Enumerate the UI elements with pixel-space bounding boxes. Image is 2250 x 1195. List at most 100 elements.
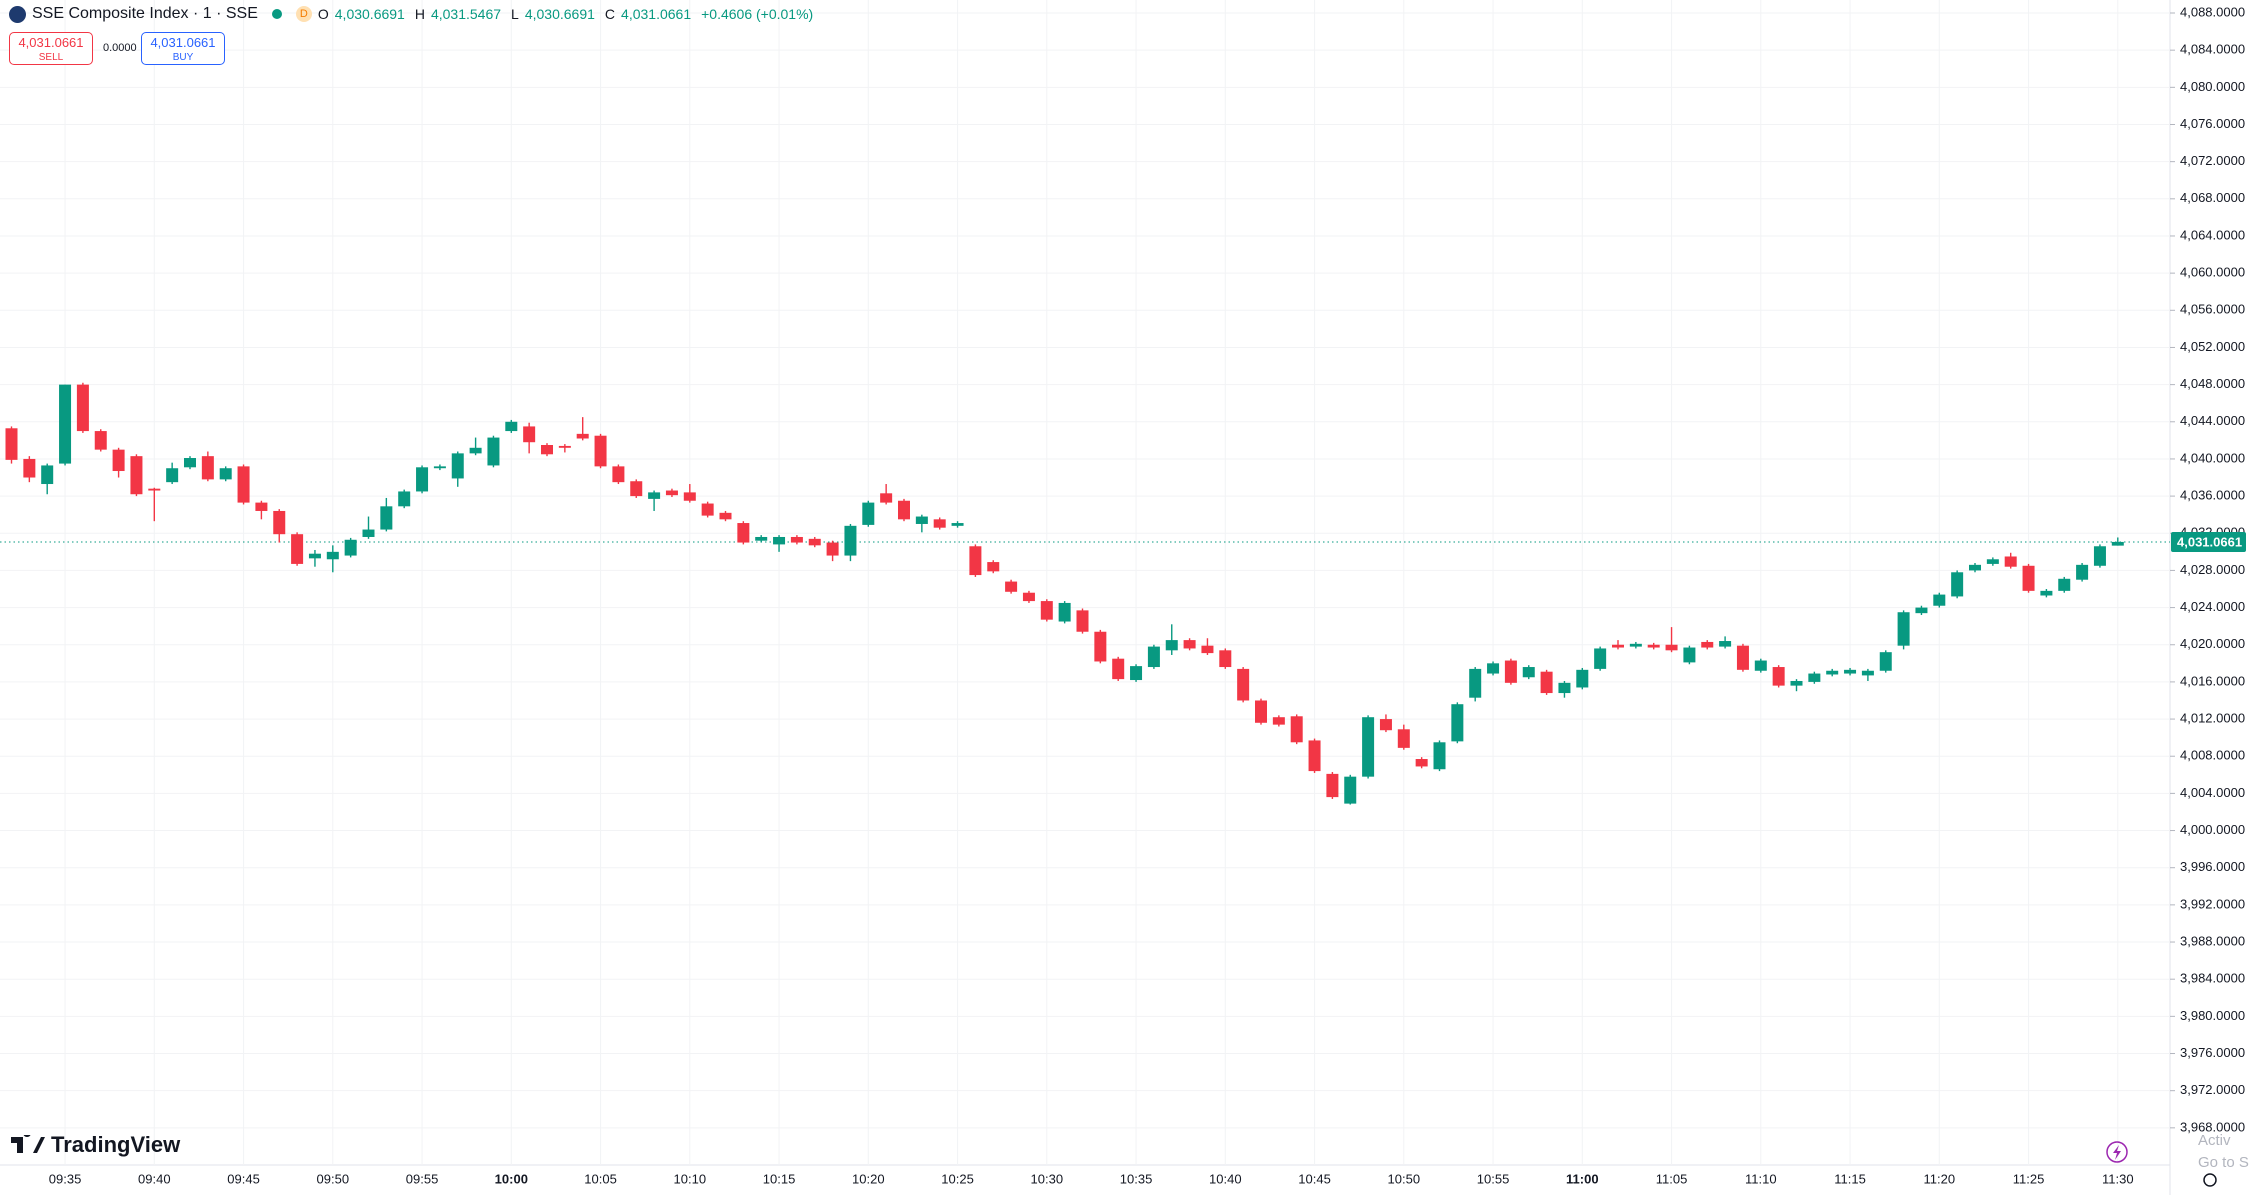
candle-body — [826, 542, 839, 556]
x-tick-label: 09:55 — [406, 1171, 439, 1186]
candle-body — [1826, 670, 1839, 675]
x-tick-label: 09:40 — [138, 1171, 171, 1186]
buy-button[interactable]: 4,031.0661 BUY — [141, 32, 225, 65]
candle-body — [915, 516, 928, 524]
candle-body — [576, 433, 589, 439]
x-tick-label: 10:30 — [1031, 1171, 1064, 1186]
candle-body — [237, 466, 250, 503]
candle-body — [1379, 719, 1392, 731]
settings-icon[interactable] — [2203, 1173, 2217, 1187]
candle-body — [308, 553, 321, 559]
ohlc-value: 4,031.0661 — [621, 6, 692, 22]
watermark-line: Activ — [2198, 1132, 2231, 1149]
candle-body — [1754, 660, 1767, 671]
candle-body — [184, 458, 196, 468]
candle-body — [1701, 641, 1714, 648]
x-tick-label: 09:35 — [49, 1171, 82, 1186]
sell-button[interactable]: 4,031.0661 SELL — [9, 32, 93, 65]
branding-text: TradingView — [51, 1132, 181, 1157]
symbol-title[interactable]: SSE Composite Index · 1 · SSE — [32, 5, 258, 22]
candle-body — [1986, 559, 1999, 564]
candle-body — [701, 503, 714, 516]
y-tick-label: 4,024.0000 — [2180, 599, 2245, 614]
x-tick-label: 10:45 — [1298, 1171, 1331, 1186]
candle-body — [1612, 644, 1624, 648]
x-tick-label: 10:50 — [1388, 1171, 1421, 1186]
candle-body — [1397, 729, 1410, 748]
candle-body — [2004, 556, 2017, 567]
candle-body — [201, 456, 214, 480]
y-tick-label: 4,056.0000 — [2180, 302, 2245, 317]
candle-body — [665, 490, 678, 496]
candle-body — [1897, 612, 1910, 646]
candle-body — [808, 538, 821, 546]
candle-body — [273, 510, 286, 535]
candle-body — [1451, 704, 1464, 742]
market-status[interactable] — [271, 9, 282, 19]
candle-body — [5, 428, 18, 460]
x-tick-label: 10:55 — [1477, 1171, 1510, 1186]
x-tick-label: 10:25 — [941, 1171, 974, 1186]
y-tick-label: 4,068.0000 — [2180, 190, 2245, 205]
x-tick-label: 11:00 — [1566, 1171, 1599, 1186]
y-tick-label: 4,016.0000 — [2180, 673, 2245, 688]
candle-body — [1647, 644, 1660, 648]
quick-action-bolt — [2113, 1145, 2121, 1160]
candle-body — [1683, 647, 1696, 663]
y-tick-label: 3,992.0000 — [2180, 896, 2245, 911]
candle-body — [594, 435, 607, 467]
branding[interactable]: TradingView — [11, 1132, 180, 1158]
candle-body — [219, 468, 232, 480]
y-tick-label: 3,988.0000 — [2180, 933, 2245, 948]
candle-body — [1290, 716, 1303, 743]
candle-body — [1629, 643, 1642, 647]
y-tick-label: 4,040.0000 — [2180, 450, 2245, 465]
interval-badge[interactable]: D — [295, 6, 312, 22]
y-tick-label: 4,088.0000 — [2180, 4, 2245, 19]
candle-body — [1326, 773, 1339, 798]
candle-body — [1576, 669, 1589, 688]
x-tick-label: 11:10 — [1745, 1171, 1777, 1186]
branding-logo — [11, 1135, 45, 1153]
candle-body — [2040, 590, 2053, 596]
x-tick-label: 11:05 — [1656, 1171, 1688, 1186]
candle-body — [2111, 541, 2124, 546]
y-tick-label: 4,072.0000 — [2180, 153, 2245, 168]
candle-body — [469, 447, 482, 454]
candle-body — [1915, 607, 1928, 614]
x-tick-label: 11:30 — [2102, 1171, 2134, 1186]
candle-body — [969, 546, 982, 576]
y-tick-label: 4,076.0000 — [2180, 116, 2245, 131]
candle-body — [1094, 631, 1107, 662]
candle-body — [898, 500, 910, 520]
candle-body — [1272, 717, 1285, 725]
symbol-logo — [9, 5, 26, 23]
candle-body — [1022, 592, 1035, 602]
y-tick-label: 4,020.0000 — [2180, 636, 2245, 651]
candle-body — [148, 488, 161, 491]
candle-body — [648, 492, 661, 499]
candle-body — [1130, 666, 1143, 681]
quick-action-icon[interactable] — [2106, 1141, 2128, 1163]
candle-body — [1487, 663, 1500, 674]
x-tick-label: 09:50 — [317, 1171, 350, 1186]
candle-body — [112, 449, 125, 472]
buy-label: BUY — [172, 52, 194, 63]
candle-body — [1844, 669, 1857, 674]
candle-body — [433, 466, 446, 469]
change: +0.4606 (+0.01%) — [701, 6, 814, 22]
candle-body — [1951, 572, 1964, 597]
candle-body — [755, 536, 768, 541]
candle-body — [1790, 680, 1803, 686]
candle-body — [94, 431, 107, 450]
ohlc-key: C — [604, 6, 616, 22]
candle-body — [2022, 565, 2035, 591]
candle-body — [1736, 645, 1749, 670]
y-tick-label: 4,036.0000 — [2180, 488, 2245, 503]
ohlc-key: L — [511, 6, 519, 22]
buy-price: 4,031.0661 — [150, 35, 216, 50]
candle-body — [344, 539, 357, 556]
candle-body — [987, 562, 1000, 572]
